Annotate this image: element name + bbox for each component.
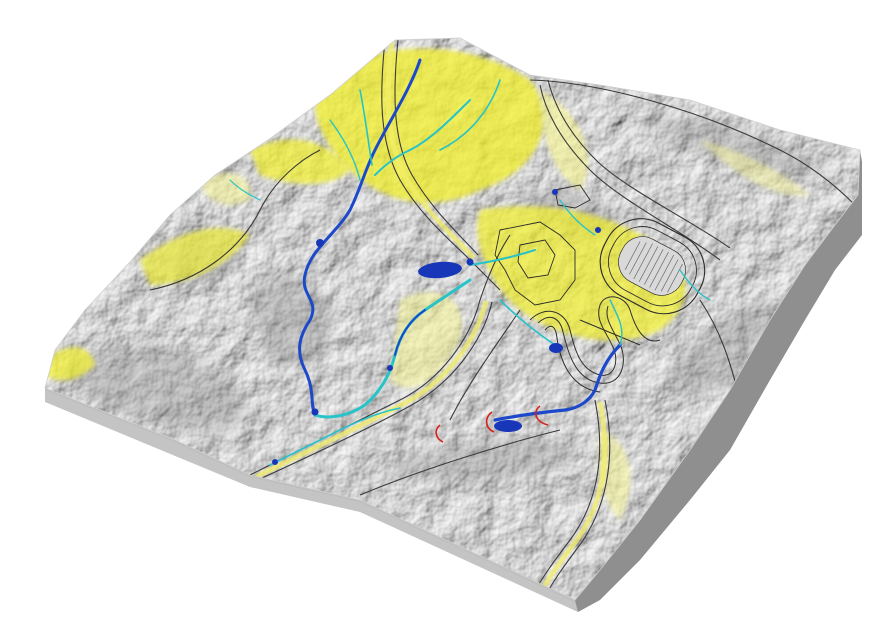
stream-network (229, 58, 711, 466)
red-arc-markers (435, 405, 549, 443)
building-footprint (494, 184, 591, 306)
road-fill (254, 39, 608, 600)
parking-loops (529, 296, 661, 393)
road-network (149, 39, 856, 600)
running-track (599, 218, 706, 315)
terrain-edge (44, 37, 861, 601)
ponding-areas (272, 189, 601, 465)
block-side-front-face (45, 390, 578, 612)
